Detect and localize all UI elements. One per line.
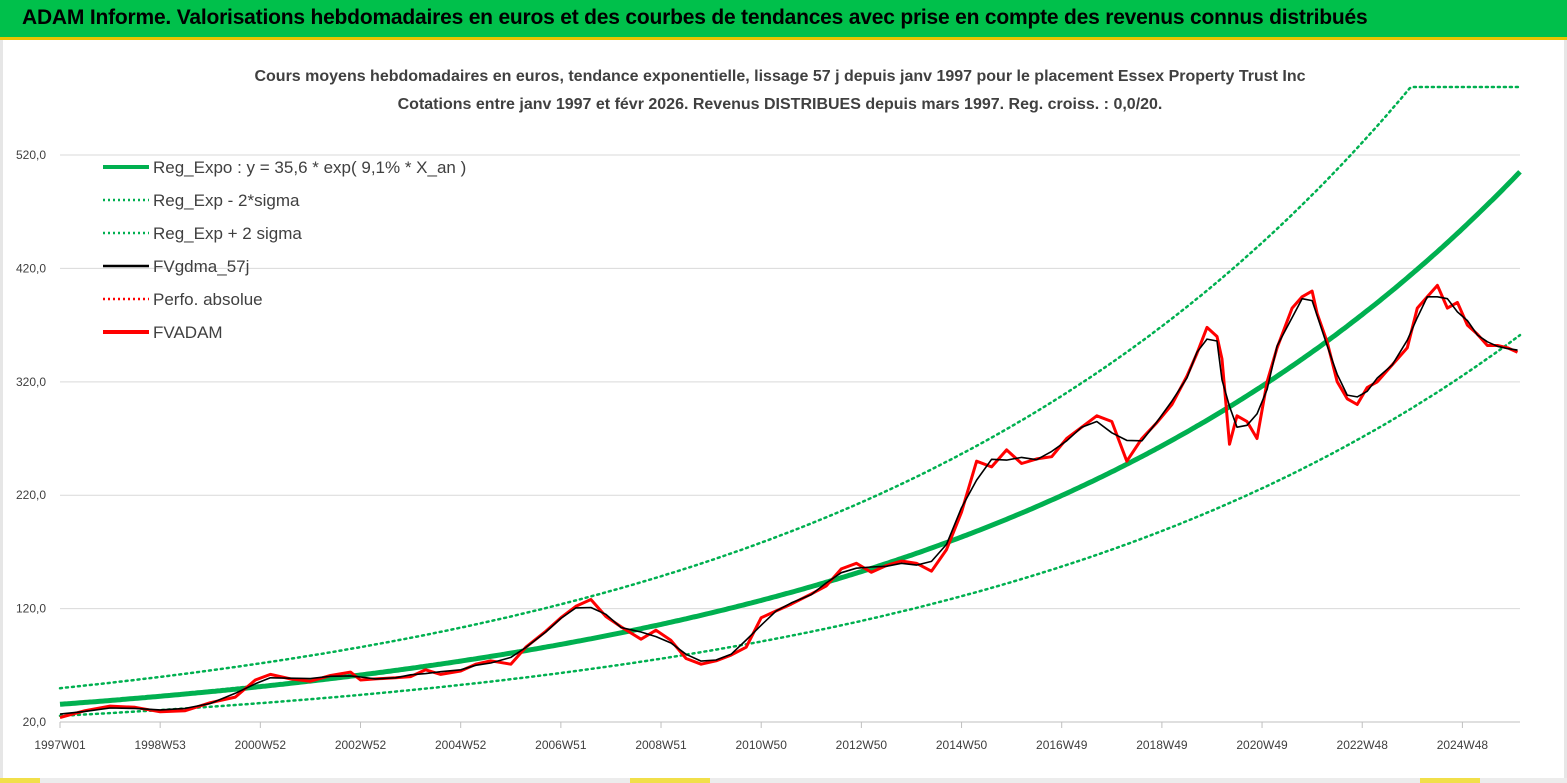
- y-tick-label: 420,0: [16, 261, 46, 275]
- legend-item: FVgdma_57j: [103, 257, 249, 276]
- grid-lines: [60, 154, 1520, 723]
- bottom-strip-accent-right: [1420, 778, 1480, 783]
- bottom-strip-accent-mid: [630, 778, 710, 783]
- x-tick-label: 1998W53: [134, 738, 186, 752]
- series-fvadam-line: [59, 283, 1519, 719]
- report-title: ADAM Informe. Valorisations hebdomadaire…: [22, 6, 1368, 29]
- series-reg-low-line: [58, 333, 1522, 718]
- x-tick-label: 2004W52: [435, 738, 487, 752]
- legend-item: Perfo. absolue: [103, 290, 263, 309]
- series-reg-high-line: [58, 85, 1522, 690]
- legend-label: Reg_Expo : y = 35,6 * exp( 9,1% * X_an ): [153, 158, 466, 177]
- x-tick-label: 2022W48: [1337, 738, 1389, 752]
- x-tick-label: 2020W49: [1236, 738, 1288, 752]
- x-tick-label: 2024W48: [1437, 738, 1489, 752]
- legend-item: Reg_Exp + 2 sigma: [103, 224, 302, 243]
- y-tick-label: 520,0: [16, 148, 46, 162]
- x-tick-label: 2000W52: [235, 738, 287, 752]
- x-tick-label: 2002W52: [335, 738, 387, 752]
- x-tick-label: 2012W50: [836, 738, 888, 752]
- y-tick-label: 120,0: [16, 602, 46, 616]
- x-tick-label: 2008W51: [635, 738, 687, 752]
- x-tick-label: 1997W01: [34, 738, 86, 752]
- x-tick-label: 2016W49: [1036, 738, 1088, 752]
- legend-label: Perfo. absolue: [153, 290, 263, 309]
- y-tick-label: 20,0: [23, 715, 47, 729]
- legend-label: Reg_Exp + 2 sigma: [153, 224, 302, 243]
- series-fvgdma-line: [59, 296, 1518, 715]
- legend-item: Reg_Exp - 2*sigma: [103, 191, 300, 210]
- series-reg-expo-line: [59, 170, 1522, 707]
- legend-label: FVADAM: [153, 323, 223, 342]
- y-tick-label: 220,0: [16, 488, 46, 502]
- legend-item: Reg_Expo : y = 35,6 * exp( 9,1% * X_an ): [103, 158, 466, 177]
- y-tick-label: 320,0: [16, 375, 46, 389]
- valuation-chart: Cours moyens hebdomadaires en euros, ten…: [16, 68, 1522, 752]
- plot-area: [58, 85, 1522, 719]
- report-banner: ADAM Informe. Valorisations hebdomadaire…: [0, 0, 1567, 40]
- bottom-strip: [0, 778, 1567, 783]
- chart-title: Cours moyens hebdomadaires en euros, ten…: [254, 68, 1305, 85]
- chart-subtitle: Cotations entre janv 1997 et févr 2026. …: [398, 96, 1163, 113]
- bottom-strip-accent-left: [0, 778, 40, 783]
- legend-label: Reg_Exp - 2*sigma: [153, 191, 300, 210]
- legend-label: FVgdma_57j: [153, 257, 249, 276]
- x-tick-label: 2006W51: [535, 738, 587, 752]
- chart-frame: [0, 40, 1567, 783]
- y-axis-ticks: 20,0 120,0 220,0 320,0 420,0 520,0: [16, 148, 46, 729]
- legend-item: FVADAM: [103, 323, 223, 342]
- x-tick-label: 2018W49: [1136, 738, 1188, 752]
- legend: Reg_Expo : y = 35,6 * exp( 9,1% * X_an )…: [103, 158, 466, 342]
- x-axis-ticks: 1997W01 1998W53 2000W52 2002W52 2004W52 2006W…: [34, 722, 1488, 752]
- x-tick-label: 2014W50: [936, 738, 988, 752]
- x-tick-label: 2010W50: [736, 738, 788, 752]
